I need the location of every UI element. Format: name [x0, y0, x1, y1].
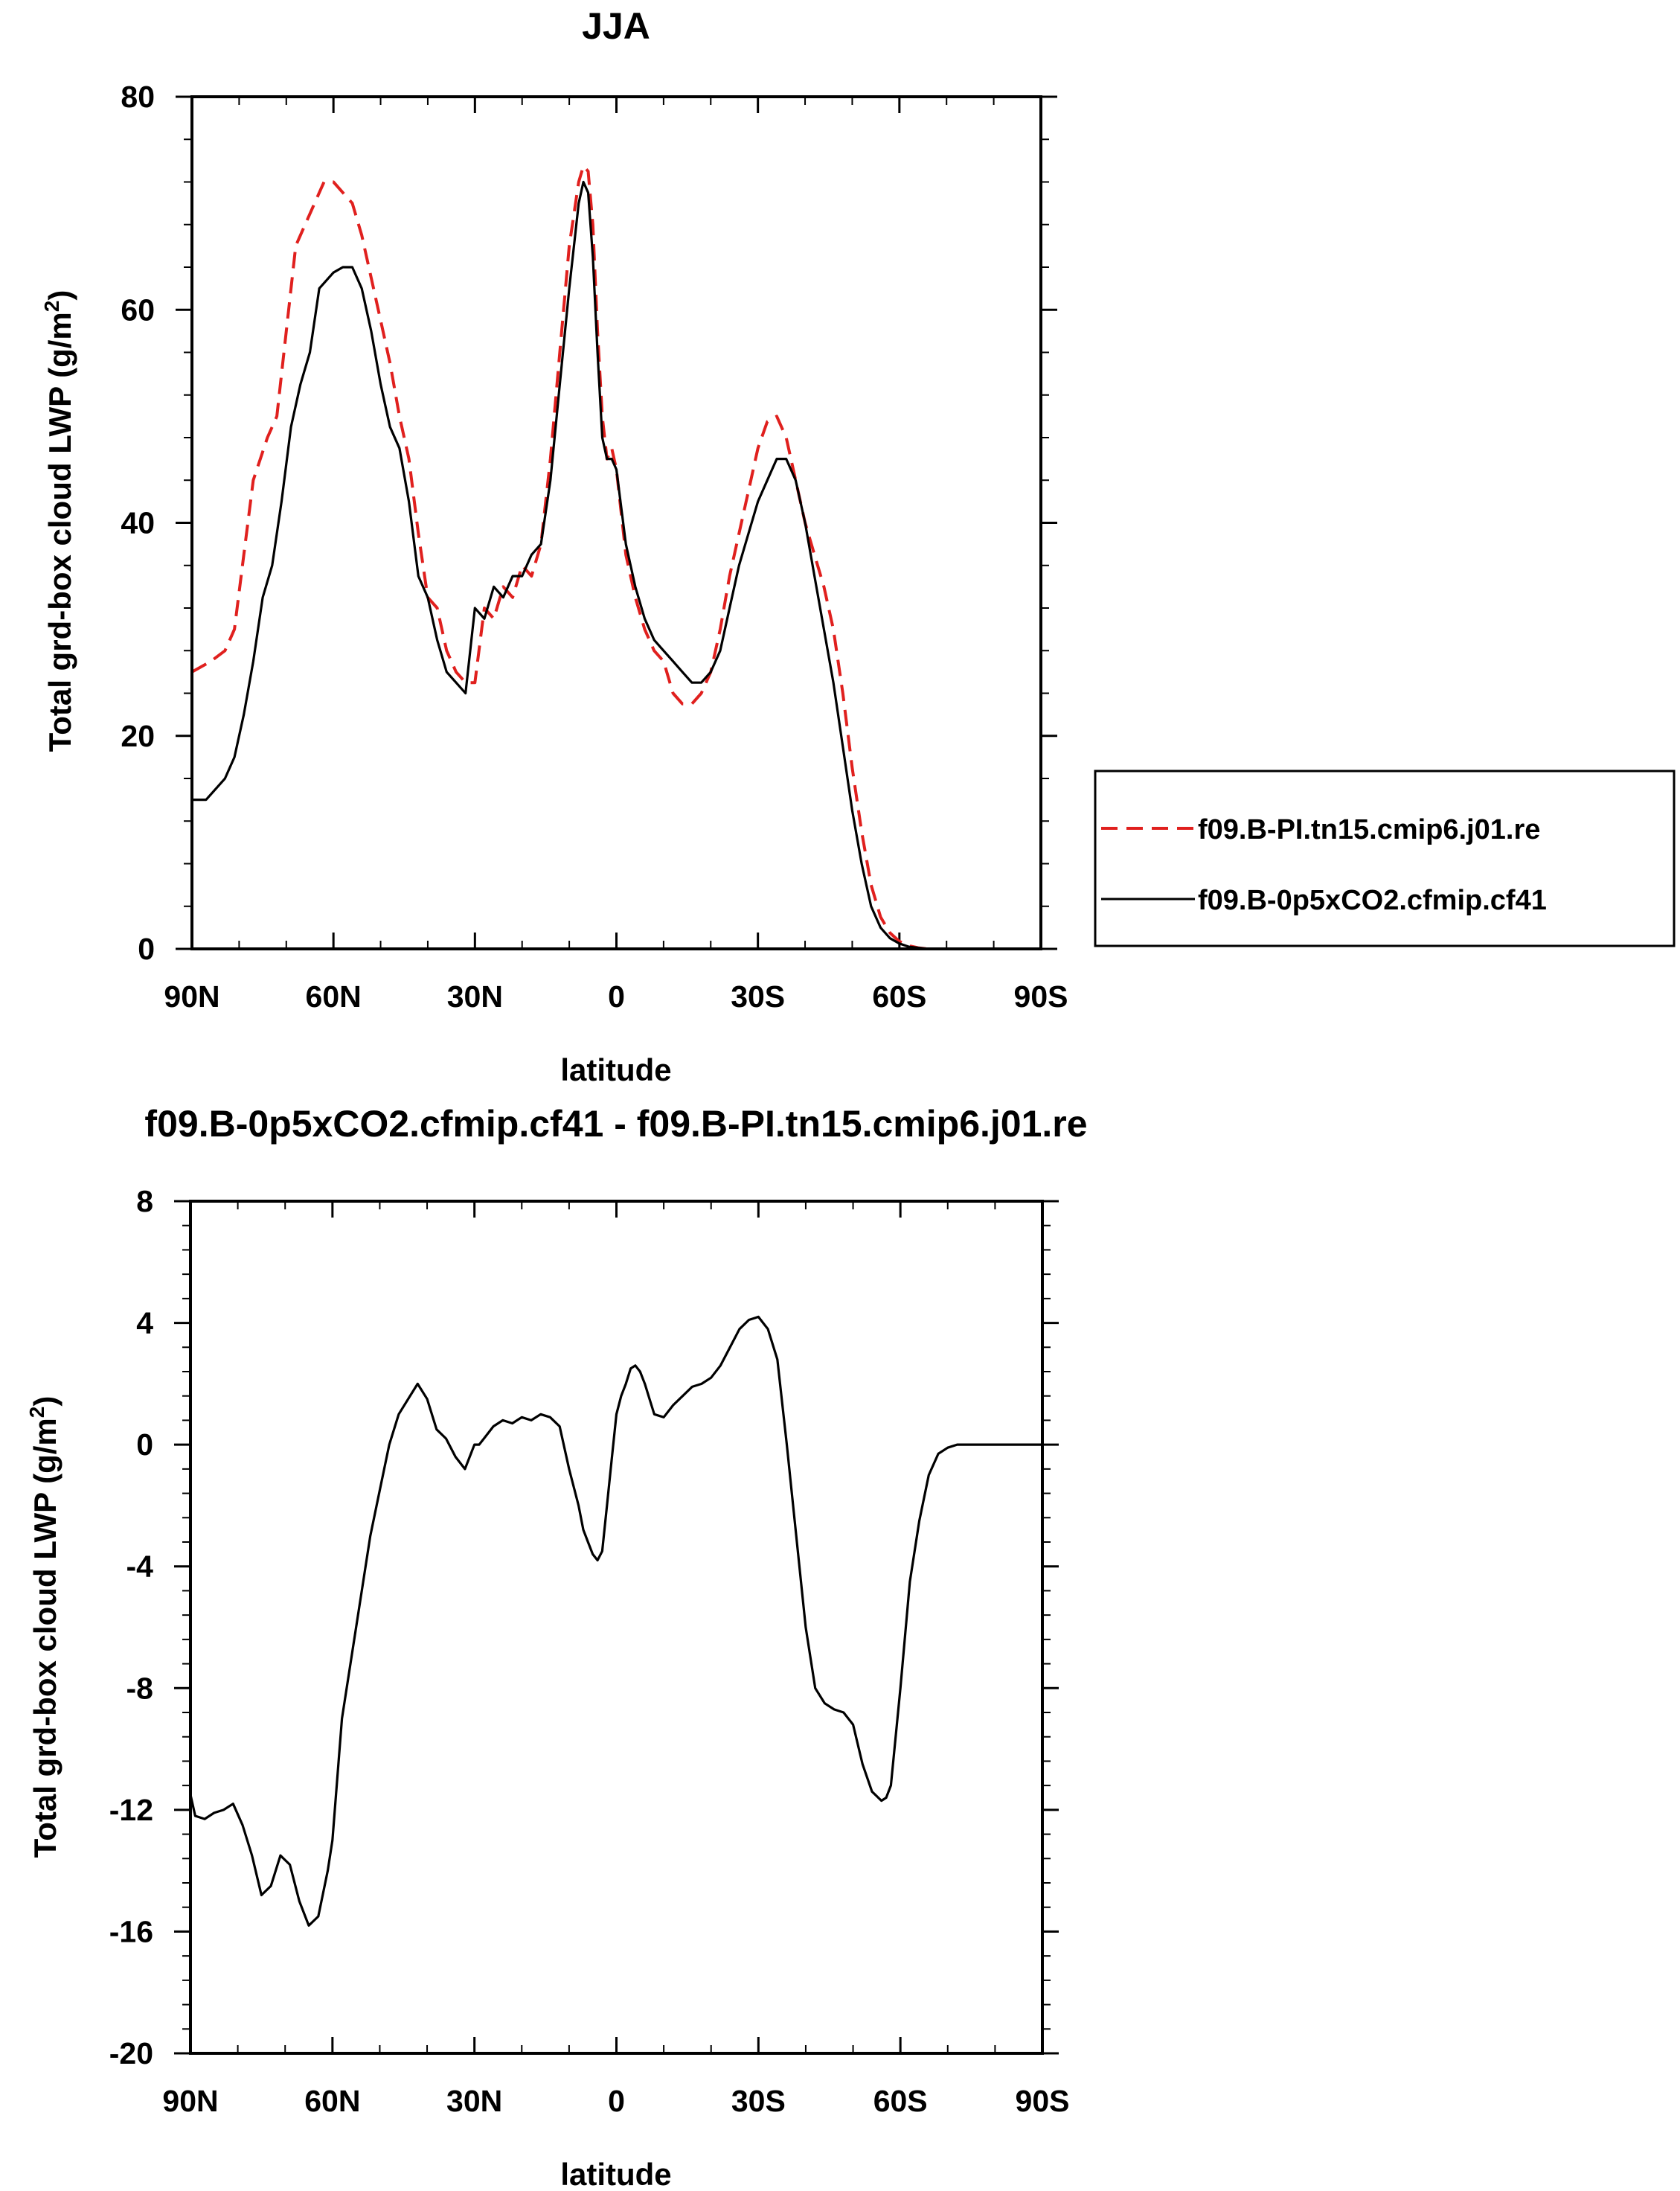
top-y-axis-label-sup: 2 — [40, 301, 63, 313]
top-xtick-label-4: 30S — [731, 979, 785, 1014]
top-xtick-label-0: 90N — [164, 979, 219, 1014]
legend-label-pi: f09.B-PI.tn15.cmip6.j01.re — [1198, 814, 1540, 845]
bottom-xtick-label-2: 30N — [446, 2084, 502, 2118]
bottom-plot-frame — [189, 1200, 1044, 2055]
bottom-xtick-label-5: 60S — [873, 2084, 928, 2118]
bottom-chart-title: f09.B-0p5xCO2.cfmip.cf41 - f09.B-PI.tn15… — [144, 1103, 1087, 1145]
bottom-xtick-label-4: 30S — [731, 2084, 786, 2118]
bottom-panel: f09.B-0p5xCO2.cfmip.cf41 - f09.B-PI.tn15… — [25, 1103, 1088, 2191]
bottom-y-axis-label: Total grd-box cloud LWP (g/m2) — [25, 1396, 62, 1858]
bottom-y-axis-label-sup: 2 — [25, 1407, 48, 1418]
bottom-xtick-label-0: 90N — [162, 2084, 218, 2118]
top-y-axis-label-tail: ) — [42, 290, 77, 301]
top-y-axis-label-main: Total grd-box cloud LWP (g/m — [42, 312, 77, 752]
top-series-line-0 — [191, 164, 1041, 950]
bottom-series-line-0 — [189, 1315, 1042, 1927]
bottom-y-axis-label-tail: ) — [28, 1396, 62, 1407]
top-y-axis-label: Total grd-box cloud LWP (g/m2) — [40, 290, 77, 752]
top-series-line-1 — [192, 180, 1041, 950]
top-ytick-label-4: 80 — [121, 80, 155, 114]
top-ytick-label-2: 40 — [121, 506, 155, 540]
bottom-ytick-label-6: 4 — [136, 1306, 153, 1340]
legend-label-0p5xco2: f09.B-0p5xCO2.cfmip.cf41 — [1198, 885, 1547, 916]
bottom-ytick-label-0: -20 — [109, 2036, 153, 2070]
top-ytick-label-1: 20 — [121, 719, 155, 753]
top-panel-ticks: 90N 60N 30N 0 30S 60S 90S 0 20 40 60 80 — [121, 80, 1068, 1014]
bottom-ytick-label-1: -16 — [109, 1914, 153, 1948]
top-chart-title: JJA — [582, 5, 650, 47]
bottom-panel-series — [189, 1315, 1042, 1927]
bottom-ytick-label-4: -4 — [126, 1549, 154, 1584]
top-ytick-label-3: 60 — [121, 292, 155, 327]
bottom-ytick-label-5: 0 — [136, 1427, 153, 1462]
bottom-ytick-label-2: -12 — [109, 1793, 153, 1827]
bottom-xtick-label-6: 90S — [1016, 2084, 1070, 2118]
bottom-y-axis-label-main: Total grd-box cloud LWP (g/m — [28, 1418, 62, 1858]
top-plot-frame — [190, 95, 1042, 950]
bottom-ytick-label-3: -8 — [126, 1671, 153, 1705]
top-panel: JJA 90N 60N 30N 0 30S 60S 90S 0 20 40 60 80 latitud… — [40, 5, 1676, 1087]
top-ytick-label-0: 0 — [138, 932, 155, 966]
top-x-axis-label: latitude — [560, 1052, 671, 1087]
legend: f09.B-PI.tn15.cmip6.j01.re f09.B-0p5xCO2… — [1094, 770, 1676, 947]
bottom-xtick-label-1: 60N — [304, 2084, 360, 2118]
bottom-ytick-label-7: 8 — [136, 1184, 153, 1218]
bottom-panel-ticks: 90N 60N 30N 0 30S 60S 90S -20 -16 -12 -8 -4 0 4 8 — [109, 1184, 1070, 2118]
top-xtick-label-6: 90S — [1014, 979, 1068, 1014]
top-xtick-label-5: 60S — [872, 979, 926, 1014]
bottom-x-axis-label: latitude — [560, 2157, 671, 2191]
top-panel-series — [191, 164, 1041, 950]
legend-box — [1094, 770, 1676, 947]
top-xtick-label-3: 0 — [608, 979, 625, 1014]
bottom-xtick-label-3: 0 — [608, 2084, 625, 2118]
top-xtick-label-2: 30N — [447, 979, 503, 1014]
top-xtick-label-1: 60N — [306, 979, 362, 1014]
